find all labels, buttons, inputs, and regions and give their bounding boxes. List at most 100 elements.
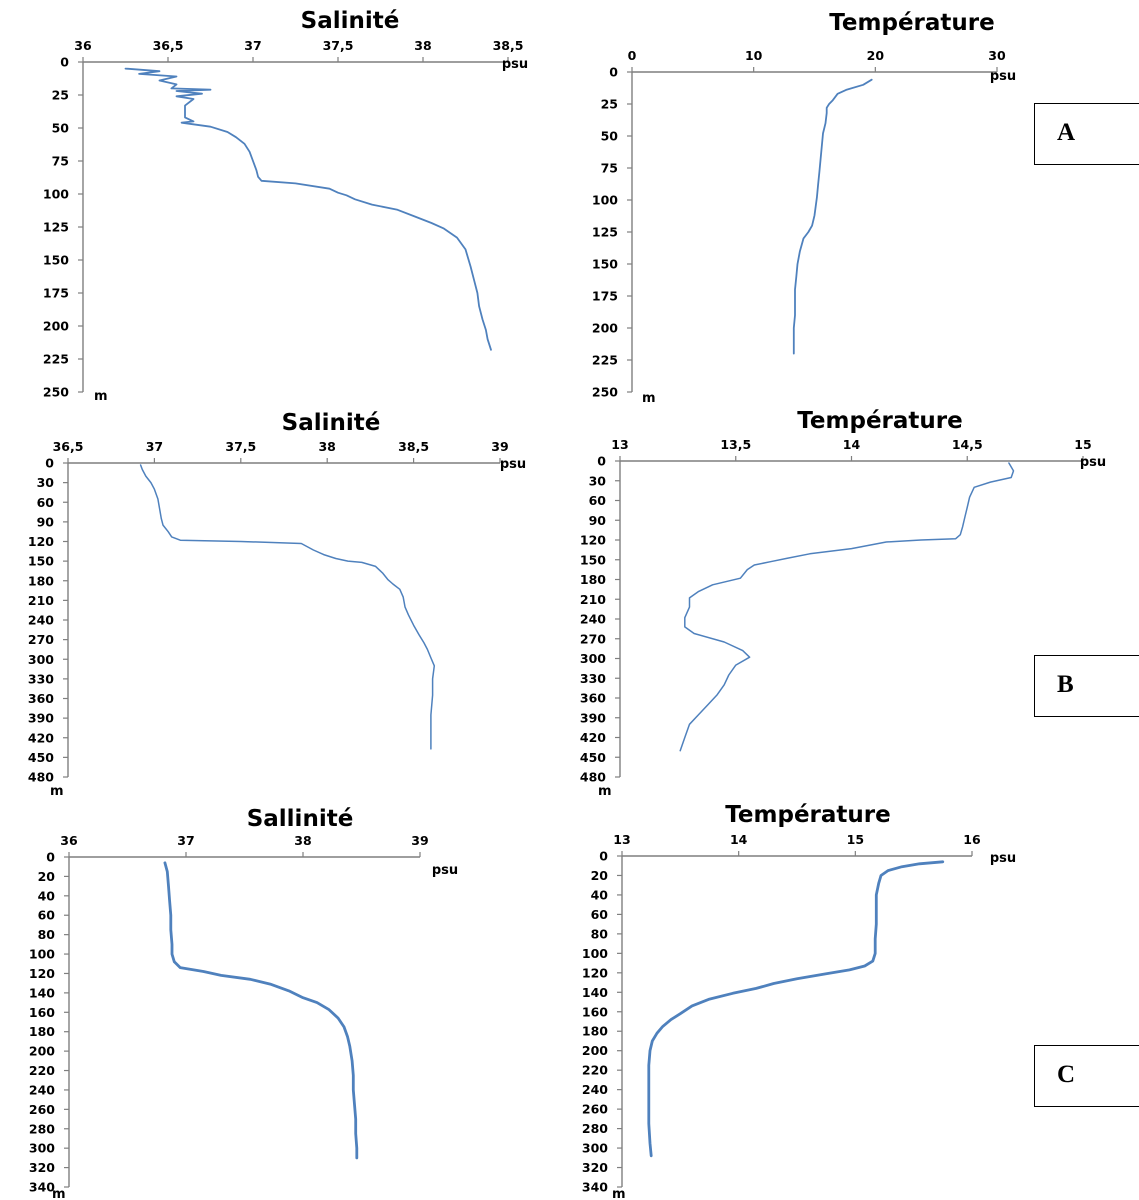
- chart-6-y-tick-label: 140: [582, 985, 608, 1000]
- chart-1-x-tick-label: 37,5: [323, 38, 354, 53]
- chart-1-x-tick-label: 37: [244, 38, 261, 53]
- chart-4-y-tick-label: 240: [580, 612, 606, 627]
- chart-4-y-tick-label: 360: [580, 691, 606, 706]
- chart-3-y-tick-label: 0: [45, 456, 54, 471]
- chart-4-series-line: [679, 462, 1015, 752]
- chart-5-y-tick-label: 180: [29, 1024, 55, 1039]
- chart-1-y-tick-label: 150: [43, 253, 69, 268]
- chart-2-y-tick-label: 225: [592, 353, 618, 368]
- chart-5-x-tick-label: 38: [294, 833, 311, 848]
- chart-4-x-tick-label: 15: [1074, 437, 1091, 452]
- chart-1-y-unit: m: [94, 389, 108, 404]
- chart-4-y-tick-label: 90: [589, 513, 607, 528]
- panel-label-c: C: [1057, 1061, 1076, 1088]
- chart-6-title: Température: [725, 802, 890, 828]
- chart-3-x-tick-label: 38,5: [398, 439, 429, 454]
- chart-5-y-tick-label: 140: [29, 985, 55, 1000]
- chart-5-y-tick-label: 160: [29, 1005, 55, 1020]
- chart-6-y-tick-label: 260: [582, 1102, 608, 1117]
- chart-6-x-tick-label: 16: [963, 832, 981, 847]
- chart-5-y-tick-label: 60: [38, 908, 56, 923]
- chart-1-x-tick-label: 36,5: [153, 38, 184, 53]
- chart-4-x-tick-label: 14,5: [952, 437, 983, 452]
- chart-1-y-tick-label: 225: [43, 352, 69, 367]
- chart-4-x-tick-label: 13: [611, 437, 628, 452]
- chart-5-y-tick-label: 260: [29, 1102, 55, 1117]
- chart-5-x-tick-label: 39: [411, 833, 428, 848]
- chart-6-y-tick-label: 180: [582, 1024, 608, 1039]
- chart-6-y-tick-label: 200: [582, 1043, 608, 1058]
- chart-6-y-tick-label: 100: [582, 946, 608, 961]
- chart-4-y-tick-label: 330: [580, 671, 606, 686]
- chart-3-y-tick-label: 480: [28, 770, 54, 785]
- chart-5-x-tick-label: 37: [177, 833, 194, 848]
- chart-3-y-tick-label: 420: [28, 730, 54, 745]
- chart-2-y-tick-label: 100: [592, 193, 618, 208]
- chart-5-y-tick-label: 280: [29, 1121, 55, 1136]
- chart-4-y-tick-label: 180: [580, 572, 606, 587]
- chart-4-y-tick-label: 0: [597, 454, 606, 469]
- chart-3-x-tick-label: 38: [318, 439, 335, 454]
- chart-5-y-unit: m: [52, 1187, 66, 1200]
- chart-6-y-tick-label: 240: [582, 1082, 608, 1097]
- chart-4-y-tick-label: 30: [589, 473, 607, 488]
- chart-5-y-tick-label: 240: [29, 1082, 55, 1097]
- chart-2-y-tick-label: 75: [601, 161, 618, 176]
- chart-6-y-tick-label: 340: [582, 1180, 608, 1195]
- chart-3-y-tick-label: 180: [28, 573, 54, 588]
- chart-1-y-tick-label: 175: [43, 286, 69, 301]
- chart-4-x-tick-label: 14: [843, 437, 861, 452]
- panel-label-b: B: [1057, 671, 1074, 698]
- chart-4-y-tick-label: 480: [580, 770, 606, 785]
- chart-5-y-tick-label: 320: [29, 1160, 55, 1175]
- chart-3-y-tick-label: 450: [28, 750, 54, 765]
- chart-3-x-tick-label: 39: [491, 439, 508, 454]
- chart-4-y-tick-label: 150: [580, 552, 606, 567]
- chart-2-x-tick-label: 0: [628, 48, 637, 63]
- chart-1-y-tick-label: 0: [60, 55, 69, 70]
- chart-5-series-line: [163, 861, 359, 1160]
- panel-label-a: A: [1057, 119, 1076, 146]
- chart-5-y-tick-label: 120: [29, 966, 55, 981]
- chart-2-y-tick-label: 25: [601, 97, 618, 112]
- chart-3-y-tick-label: 210: [28, 593, 54, 608]
- chart-5-y-tick-label: 0: [46, 850, 55, 865]
- chart-4-y-tick-label: 210: [580, 592, 606, 607]
- chart-3-y-unit: m: [50, 784, 64, 799]
- chart-3-y-tick-label: 120: [28, 534, 54, 549]
- panel-label-box-c: C: [1034, 1045, 1139, 1107]
- chart-2-series-line: [792, 78, 873, 355]
- chart-3-x-tick-label: 36,5: [53, 439, 84, 454]
- panel-label-box-b: B: [1034, 655, 1139, 717]
- chart-6-y-tick-label: 280: [582, 1121, 608, 1136]
- chart-5-y-tick-label: 220: [29, 1063, 55, 1078]
- chart-3-y-tick-label: 240: [28, 613, 54, 628]
- chart-3-y-tick-label: 300: [28, 652, 54, 667]
- chart-6-x-tick-label: 13: [613, 832, 630, 847]
- chart-5-y-tick-label: 80: [38, 927, 56, 942]
- chart-1-y-tick-label: 200: [43, 319, 69, 334]
- chart-2-title: Température: [829, 10, 994, 36]
- chart-1-y-tick-label: 100: [43, 187, 69, 202]
- chart-6-x-unit: psu: [990, 851, 1016, 866]
- chart-3-y-tick-label: 360: [28, 691, 54, 706]
- chart-5-x-unit: psu: [432, 863, 458, 878]
- chart-4-title: Température: [797, 408, 962, 434]
- chart-5-y-tick-label: 40: [38, 888, 56, 903]
- chart-4-y-tick-label: 60: [589, 493, 607, 508]
- chart-6-y-tick-label: 80: [591, 926, 609, 941]
- chart-4-y-tick-label: 300: [580, 651, 606, 666]
- chart-6-x-tick-label: 14: [730, 832, 748, 847]
- chart-6-y-tick-label: 120: [582, 965, 608, 980]
- chart-3-x-unit: psu: [500, 457, 526, 472]
- chart-5-y-tick-label: 100: [29, 947, 55, 962]
- chart-3-y-tick-label: 390: [28, 711, 54, 726]
- chart-4-x-tick-label: 13,5: [720, 437, 751, 452]
- chart-2-y-tick-label: 150: [592, 257, 618, 272]
- chart-2-y-tick-label: 50: [601, 129, 619, 144]
- chart-1-series-line: [124, 67, 492, 351]
- chart-1-y-tick-label: 25: [52, 88, 69, 103]
- chart-3-y-tick-label: 30: [37, 475, 55, 490]
- chart-1-title: Salinité: [301, 8, 400, 34]
- chart-6-series-line: [647, 860, 945, 1158]
